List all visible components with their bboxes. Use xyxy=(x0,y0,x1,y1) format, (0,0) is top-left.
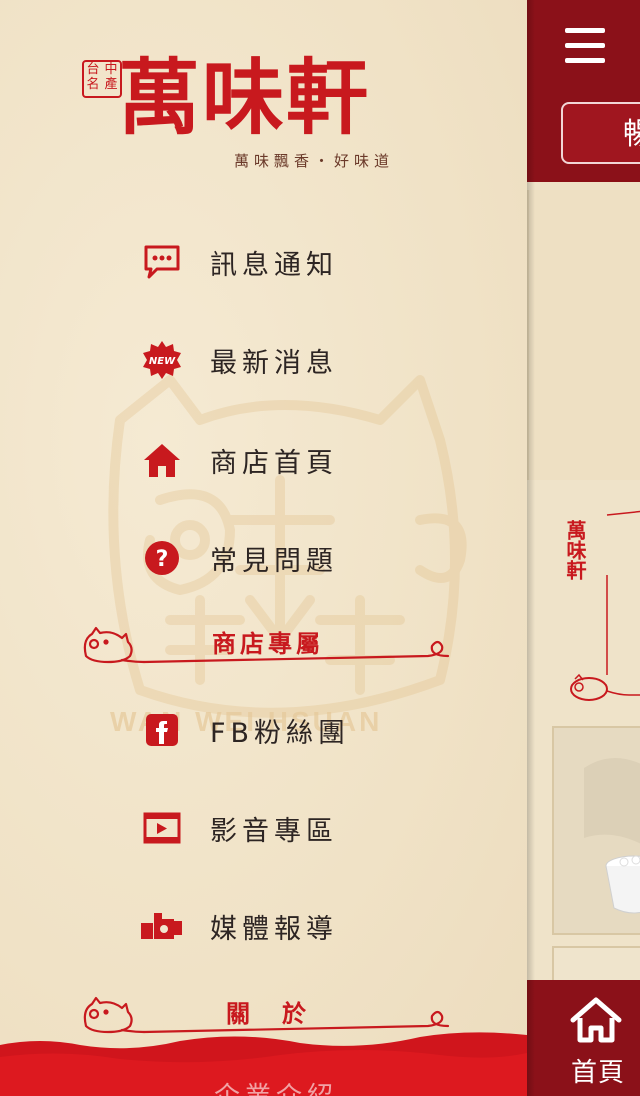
section-title: 關 於 xyxy=(226,1000,310,1028)
menu-item-notifications[interactable]: 訊息通知 xyxy=(140,236,470,288)
banner-card[interactable] xyxy=(527,190,640,480)
new-badge-icon: NEW xyxy=(140,338,184,382)
product-card[interactable] xyxy=(552,726,640,935)
section-header-about: 關 於 xyxy=(78,992,458,1048)
pig-stamp-watermark xyxy=(108,375,467,718)
menu-item-label: 最新消息 xyxy=(210,347,338,379)
main-page: 暢 萬味軒 首頁 xyxy=(527,0,640,1096)
seal-char: 台 xyxy=(86,62,100,77)
menu-item-media[interactable]: 媒體報導 xyxy=(140,900,470,952)
menu-item-fb-fanpage[interactable]: FB粉絲團 xyxy=(140,704,470,756)
menu-item-faq[interactable]: ? 常見問題 xyxy=(140,532,470,584)
chat-bubble-icon xyxy=(140,240,184,284)
drawer-shadow xyxy=(527,0,535,1096)
menu-item-store-home[interactable]: 商店首頁 xyxy=(140,434,470,486)
video-icon xyxy=(140,806,184,850)
mini-logo: 萬味軒 xyxy=(563,520,605,580)
menu-item-video[interactable]: 影音專區 xyxy=(140,802,470,854)
mini-frame-decoration xyxy=(570,510,640,701)
bottom-brush-wave xyxy=(0,1032,527,1096)
svg-text:?: ? xyxy=(156,547,169,572)
question-icon: ? xyxy=(140,536,184,580)
top-bar: 暢 xyxy=(527,0,640,182)
home-tab-label[interactable]: 首頁 xyxy=(571,1058,626,1088)
menu-item-label: FB粉絲團 xyxy=(210,717,351,749)
home-icon xyxy=(140,438,184,482)
section-header-store: 商店專屬 xyxy=(78,622,458,678)
top-category-button-label: 暢 xyxy=(623,104,640,162)
facebook-icon xyxy=(140,708,184,752)
menu-item-label: 訊息通知 xyxy=(210,249,338,281)
menu-item-label: 媒體報導 xyxy=(210,913,338,945)
section-divider xyxy=(83,626,450,664)
home-tab-icon[interactable] xyxy=(569,996,623,1044)
side-drawer: WAN WEI HSUAN 台 中 名 產 萬味軒 萬味飄香‧好味道 訊息通知 xyxy=(0,0,527,1096)
brand-seal: 台 中 名 產 xyxy=(82,60,122,98)
mini-logo-text: 萬味軒 xyxy=(563,520,587,580)
menu-item-label-partial[interactable]: 企業介紹 xyxy=(214,1076,338,1096)
top-category-button[interactable]: 暢 xyxy=(561,102,640,164)
brand-slogan: 萬味飄香‧好味道 xyxy=(234,152,395,170)
menu-item-label: 影音專區 xyxy=(210,815,338,847)
seal-char: 中 xyxy=(104,62,118,77)
section-divider xyxy=(83,996,450,1034)
svg-text:NEW: NEW xyxy=(149,356,176,367)
section-title: 商店專屬 xyxy=(212,630,324,658)
bottom-tab-bar: 首頁 xyxy=(527,980,640,1096)
hamburger-menu-icon[interactable] xyxy=(565,28,605,64)
menu-item-label: 常見問題 xyxy=(210,545,338,577)
brand-logo: 台 中 名 產 萬味軒 萬味飄香‧好味道 xyxy=(78,48,458,178)
seal-char: 名 xyxy=(86,77,100,92)
menu-item-news[interactable]: NEW 最新消息 xyxy=(140,334,470,386)
menu-item-label: 商店首頁 xyxy=(210,447,338,479)
product-image xyxy=(554,728,640,933)
brand-name: 萬味軒 xyxy=(118,50,371,146)
camera-icon xyxy=(140,904,184,948)
seal-char: 產 xyxy=(104,77,118,92)
